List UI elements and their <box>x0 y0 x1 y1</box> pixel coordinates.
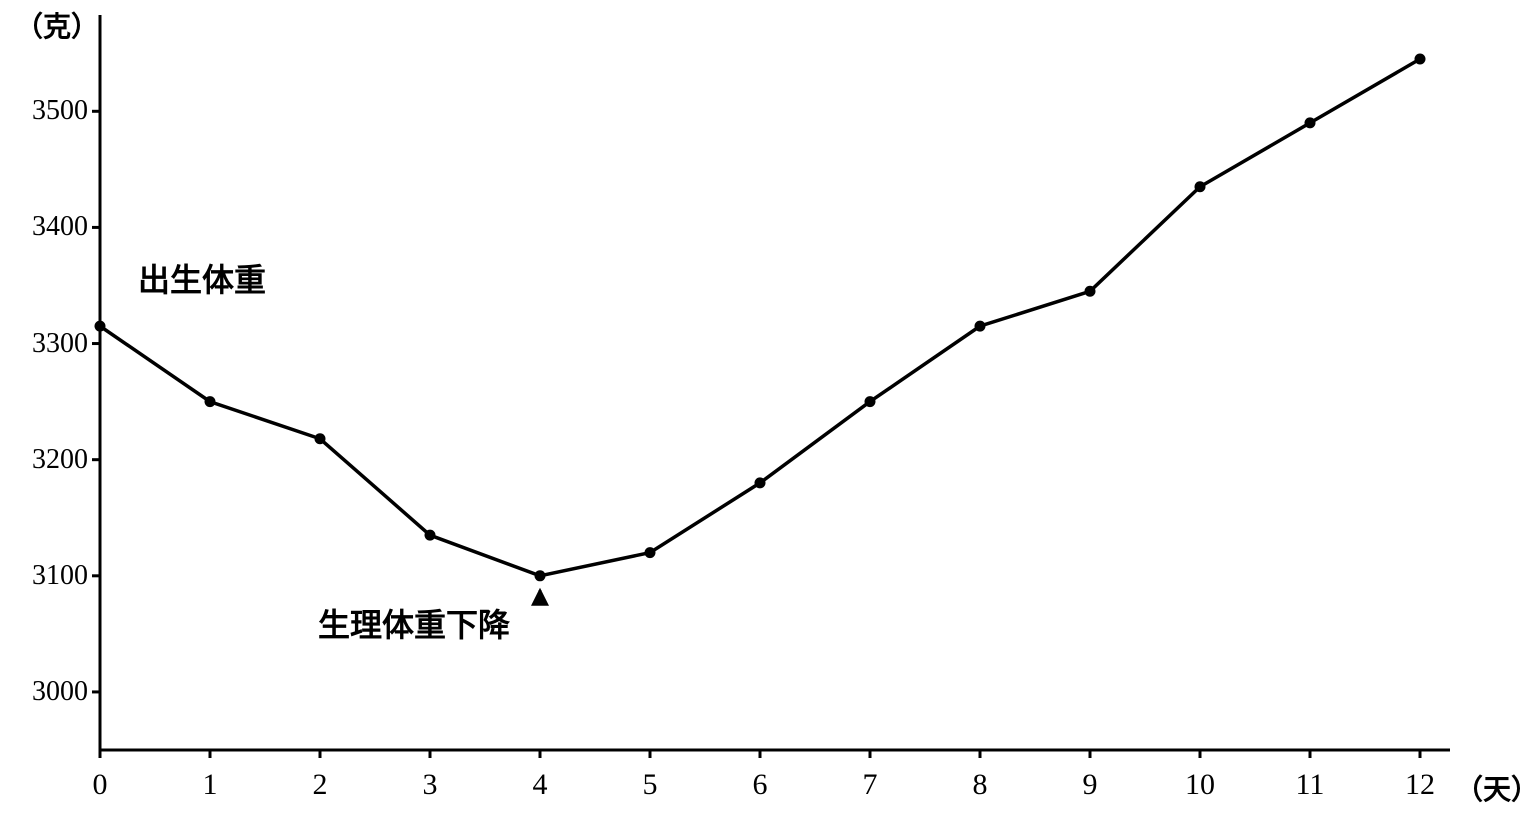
x-tick-label: 6 <box>740 768 780 802</box>
x-tick-label: 8 <box>960 768 1000 802</box>
line-chart-svg <box>0 0 1530 839</box>
annotation-birth-weight: 出生体重 <box>138 255 266 301</box>
x-tick-label: 10 <box>1180 768 1220 802</box>
y-tick-label: 3100 <box>8 560 88 592</box>
x-tick-label: 12 <box>1400 768 1440 802</box>
x-tick-label: 4 <box>520 768 560 802</box>
y-tick-label: 3500 <box>8 95 88 127</box>
x-tick-label: 5 <box>630 768 670 802</box>
x-tick-label: 7 <box>850 768 890 802</box>
x-tick-label: 11 <box>1290 768 1330 802</box>
y-tick-label: 3400 <box>8 211 88 243</box>
y-tick-label: 3000 <box>8 676 88 708</box>
x-tick-label: 2 <box>300 768 340 802</box>
y-tick-label: 3300 <box>8 328 88 360</box>
x-tick-label: 9 <box>1070 768 1110 802</box>
y-axis-unit-label: （克） <box>15 5 99 45</box>
y-tick-label: 3200 <box>8 444 88 476</box>
chart-container: （克） （天） 300031003200330034003500 0123456… <box>0 0 1530 839</box>
annotation-physiological-decrease: 生理体重下降 <box>318 600 510 646</box>
x-tick-label: 1 <box>190 768 230 802</box>
x-axis-unit-label: （天） <box>1455 768 1530 808</box>
x-tick-label: 3 <box>410 768 450 802</box>
x-tick-label: 0 <box>80 768 120 802</box>
